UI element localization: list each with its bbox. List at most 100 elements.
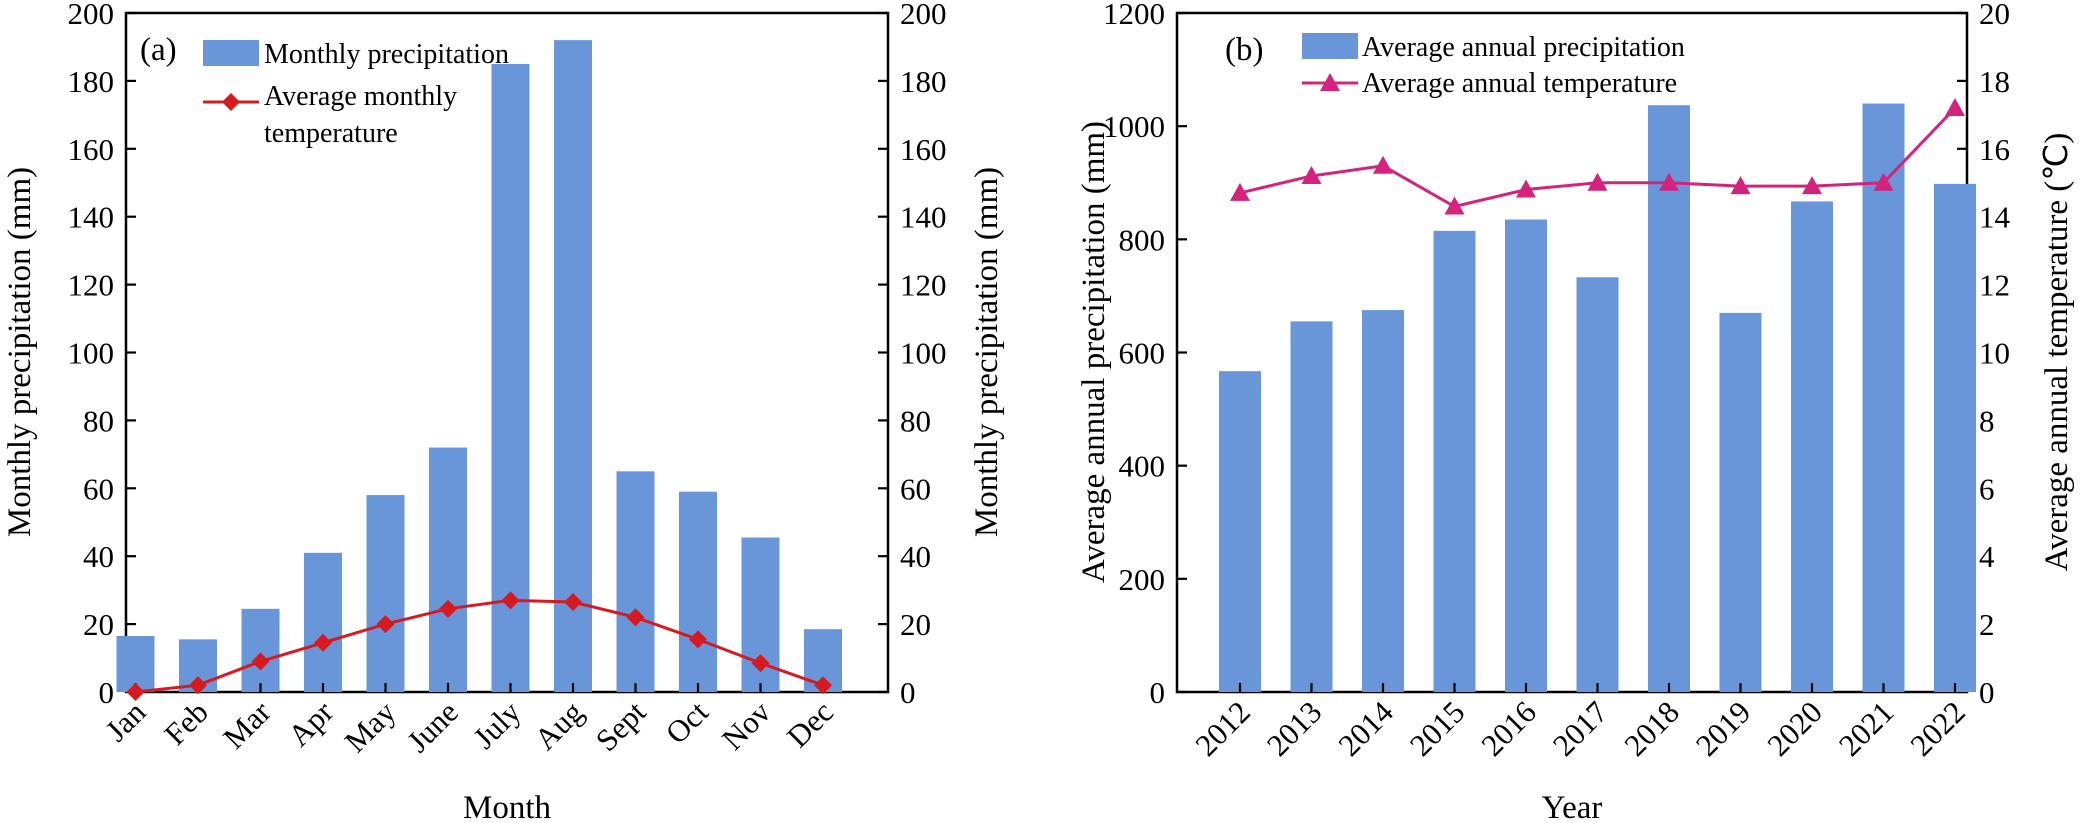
panel-a-right-tick-label: 40 — [900, 539, 931, 574]
panel-b-right-tick-label: 14 — [1979, 200, 2011, 235]
panel-a-right-tick-label: 160 — [900, 132, 947, 167]
panel-a-x-tick-label: May — [338, 694, 403, 759]
panel-a-right-tick-label: 80 — [900, 403, 931, 438]
panel-a-left-tick-label: 0 — [99, 675, 115, 710]
panel-a-x-tick-label: Feb — [157, 694, 215, 752]
panel-b-y-axis-title: Average annual precipitation (mm) — [1076, 121, 1112, 583]
panel-a-legend-line-marker — [222, 93, 240, 111]
panel-b-line-point — [1516, 179, 1536, 198]
panel-a-line-point — [626, 608, 645, 627]
panel-a-left-tick-label: 180 — [68, 64, 115, 99]
panel-a-line-point — [439, 599, 457, 618]
panel-a-line-point — [814, 676, 832, 695]
panel-a-left-tick-label: 200 — [68, 0, 115, 31]
panel-b-line-point — [1730, 176, 1751, 195]
panel-a-left-tick-label: 20 — [83, 607, 114, 642]
panel-a-x-tick-label: Aug — [527, 694, 590, 757]
panel-a-legend-line-label-line1: Average monthly — [264, 81, 457, 112]
panel-b-x-tick-label: 2016 — [1474, 694, 1543, 763]
panel-a-bar-apr — [304, 552, 342, 692]
panel-a-line-point — [751, 654, 770, 673]
panel-a-left-tick-label: 100 — [68, 336, 115, 371]
panel-b-right-tick-label: 12 — [1979, 268, 2010, 303]
panel-b: (b) Average annual precipitation (mm) Av… — [1076, 0, 2075, 823]
panel-a-legend-bar-swatch — [203, 40, 259, 66]
panel-b-left-tick-label: 0 — [1150, 675, 1166, 710]
panel-b-bar-2014 — [1362, 310, 1404, 692]
panel-a-right-tick-label: 120 — [900, 268, 947, 303]
panel-b-bar-2020 — [1791, 201, 1833, 693]
panel-b-line-point — [1444, 196, 1465, 215]
panel-a-left-tick-label: 40 — [83, 539, 114, 574]
panel-b-bar-2015 — [1433, 230, 1476, 693]
panel-b-line-point — [1230, 182, 1250, 201]
panel-b-x-tick-label: 2012 — [1188, 694, 1257, 763]
panel-b-legend-bar-label: Average annual precipitation — [1362, 32, 1685, 63]
panel-a-label: (a) — [140, 32, 177, 68]
panel-a-line-point — [251, 652, 270, 671]
panel-a-x-tick-label: Nov — [715, 694, 778, 757]
panel-a-right-tick-label: 60 — [900, 471, 931, 506]
panel-a-x-tick-label: Sept — [589, 694, 653, 758]
panel-b-bar-2021 — [1862, 103, 1905, 693]
panel-b-x-tick-label: 2017 — [1546, 694, 1615, 763]
panel-b-line-point — [1945, 98, 1965, 117]
panel-b-x-tick-label: 2019 — [1689, 694, 1758, 763]
panel-b-right-tick-label: 4 — [1979, 539, 1995, 574]
panel-b-left-tick-label: 800 — [1119, 222, 1166, 257]
panel-b-x-axis-title: Year — [1542, 790, 1603, 823]
panel-a-legend-line-label-line2: temperature — [264, 118, 398, 149]
panel-b-legend-bar-swatch — [1302, 33, 1358, 59]
panel-b-legend-line-label: Average annual temperature — [1362, 68, 1677, 99]
panel-a-line-series — [135, 598, 824, 694]
panel-b-bar-2016 — [1505, 219, 1547, 692]
panel-b-left-tick-label: 600 — [1119, 336, 1166, 371]
panel-a-x-tick-label: June — [400, 694, 465, 759]
panel-a-bar-june — [429, 447, 467, 692]
panel-b-right-tick-label: 20 — [1979, 0, 2010, 31]
panel-b-bar-2019 — [1719, 312, 1762, 692]
panel-b-line-point — [1587, 172, 1608, 191]
panel-a-bar-sept — [616, 471, 655, 692]
panel-b-left-tick-label: 400 — [1119, 449, 1166, 484]
panel-a-right-tick-label: 0 — [900, 675, 916, 710]
panel-a: (a) Monthly precipitation (mm) Monthly p… — [2, 0, 1005, 823]
panel-b-x-tick-label: 2014 — [1331, 694, 1400, 763]
panel-b-right-y-axis-title: Average annual temperature (℃) — [2039, 133, 2075, 572]
panel-b-line-point — [1873, 172, 1894, 191]
panel-a-right-tick-label: 100 — [900, 336, 947, 371]
panel-a-bar-aug — [554, 40, 592, 693]
panel-a-right-tick-label: 180 — [900, 64, 947, 99]
panel-b-right-tick-label: 6 — [1979, 471, 1995, 506]
panel-a-line-point — [189, 676, 207, 695]
panel-a-line-point — [314, 633, 332, 652]
panel-a-line-point — [689, 630, 707, 649]
panel-b-line-point — [1301, 165, 1322, 184]
panel-a-line-point — [564, 593, 582, 612]
panel-b-bar-2022 — [1934, 183, 1976, 693]
panel-a-line-point — [501, 591, 520, 610]
panel-b-right-tick-label: 0 — [1979, 675, 1995, 710]
panel-a-x-tick-label: Oct — [659, 694, 716, 751]
panel-a-left-tick-label: 140 — [68, 200, 115, 235]
panel-b-line-point — [1373, 155, 1393, 174]
panel-b-right-tick-label: 2 — [1979, 607, 1995, 642]
panel-a-y-axis-title: Monthly precipitation (mm) — [2, 167, 38, 537]
panel-b-right-tick-label: 8 — [1979, 403, 1995, 438]
panel-a-legend-bar-label: Monthly precipitation — [264, 39, 509, 70]
panel-a-right-y-axis-title: Monthly precipitation (mm) — [969, 167, 1005, 537]
panel-a-line-point — [376, 615, 395, 634]
panel-b-left-tick-label: 1200 — [1103, 0, 1165, 31]
panel-a-left-tick-label: 120 — [68, 268, 115, 303]
panel-a-left-tick-label: 60 — [83, 471, 114, 506]
panel-a-right-tick-label: 20 — [900, 607, 931, 642]
panel-b-x-tick-label: 2013 — [1260, 694, 1329, 763]
panel-a-x-tick-label: Apr — [281, 694, 340, 753]
panel-b-right-tick-label: 18 — [1979, 64, 2010, 99]
panel-b-legend-line-marker — [1320, 73, 1340, 91]
panel-b-line-point — [1659, 172, 1679, 191]
panel-b-left-tick-label: 1000 — [1103, 109, 1165, 144]
panel-a-line-point — [126, 683, 145, 701]
panel-a-x-tick-label: July — [466, 694, 528, 756]
